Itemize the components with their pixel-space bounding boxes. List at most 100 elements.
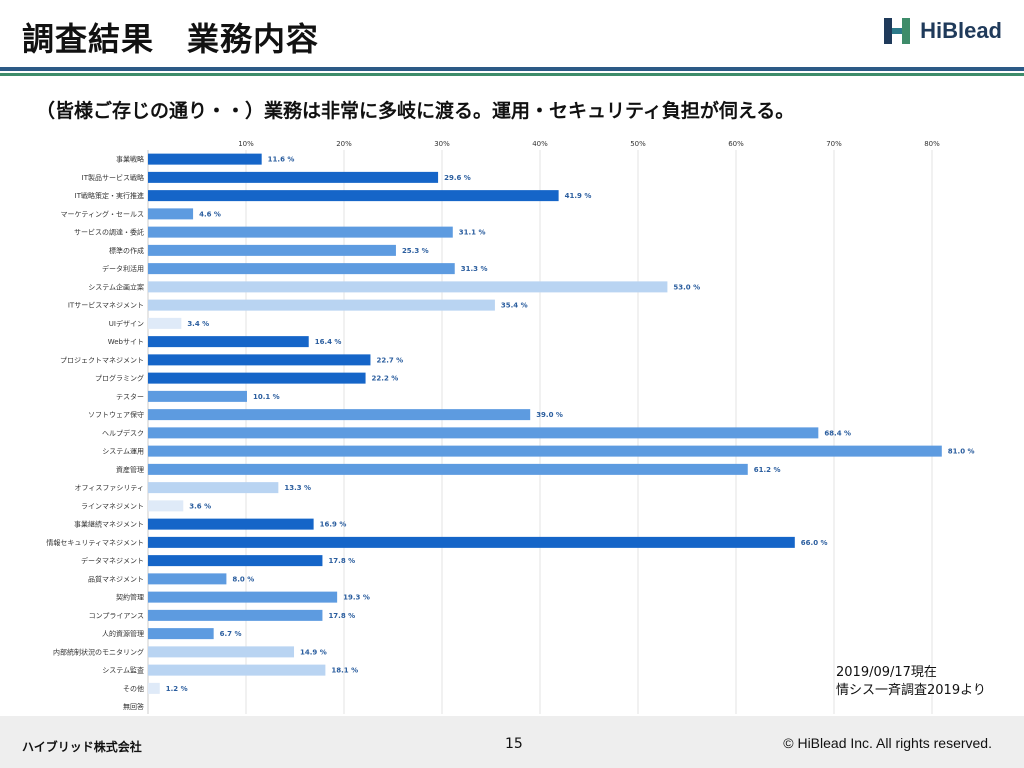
copyright: © HiBlead Inc. All rights reserved.: [783, 735, 992, 751]
chart-bar: [148, 299, 495, 311]
chart-category-label: 事業戦略: [116, 155, 144, 164]
bar-chart: 10% 20% 30% 40% 50% 60% 70% 80% 事業戦略 IT製品サービス戦略 I…: [46, 140, 975, 714]
chart-bar: [148, 317, 182, 329]
chart-value-label: 17.8 %: [328, 612, 355, 620]
chart-category-label: システム運用: [102, 447, 144, 456]
chart-x-tick-label: 40%: [532, 140, 548, 148]
chart-category-label: 事業継続マネジメント: [74, 520, 144, 529]
chart-value-label: 31.1 %: [459, 229, 486, 237]
chart-bar: [148, 463, 748, 475]
logo-text: HiBlead: [920, 18, 1002, 43]
chart-category-label: プログラミング: [95, 374, 144, 383]
chart-bar: [148, 664, 326, 676]
chart-bar: [148, 518, 314, 530]
chart-bar: [148, 409, 531, 421]
page-number: 15: [505, 736, 523, 752]
chart-bar: [148, 244, 396, 256]
chart-category-label: データ利活用: [102, 264, 144, 273]
chart-bar: [148, 427, 819, 439]
chart-value-label: 25.3 %: [402, 247, 429, 255]
chart-x-tick-label: 30%: [434, 140, 450, 148]
chart-bar: [148, 190, 559, 202]
chart-category-label: マーケティング・セールス: [61, 209, 144, 218]
chart-category-label: ラインマネジメント: [81, 502, 144, 510]
chart-value-label: 3.6 %: [189, 502, 211, 510]
chart-category-label: 資産管理: [116, 465, 144, 474]
chart-value-label: 8.0 %: [232, 575, 254, 583]
chart-value-label: 61.2 %: [754, 466, 781, 474]
chart-category-label: ソフトウェア保守: [88, 410, 144, 419]
chart-value-label: 16.4 %: [315, 338, 342, 346]
chart-category-label: 契約管理: [116, 593, 144, 602]
chart-value-label: 13.3 %: [284, 484, 311, 492]
chart-value-label: 81.0 %: [948, 448, 975, 456]
chart-x-tick-label: 80%: [924, 140, 940, 148]
chart-bar: [148, 390, 247, 402]
chart-x-tick-label: 20%: [336, 140, 352, 148]
header-divider-blue: [0, 67, 1024, 71]
chart-x-tick-label: 50%: [630, 140, 646, 148]
chart-category-label: Webサイト: [108, 338, 144, 346]
chart-bar: [148, 336, 309, 348]
chart-bar: [148, 573, 227, 585]
chart-category-label: テスター: [116, 392, 144, 401]
chart-category-label: その他: [123, 684, 144, 693]
chart-value-label: 22.2 %: [372, 375, 399, 383]
chart-category-label: UIデザイン: [109, 319, 144, 328]
chart-value-label: 66.0 %: [801, 539, 828, 547]
chart-bar: [148, 445, 942, 457]
chart-value-label: 14.9 %: [300, 648, 327, 656]
footer-company: ハイブリッド株式会社: [22, 740, 142, 754]
chart-category-label: 標準の作成: [109, 246, 144, 255]
chart-bar: [148, 555, 323, 567]
chart-value-label: 22.7 %: [376, 356, 403, 364]
chart-category-labels: 事業戦略 IT製品サービス戦略 IT戦略策定・実行推進マーケティング・セールスサービ…: [46, 155, 144, 712]
chart-bar: [148, 226, 453, 238]
source-note-date: 2019/09/17現在: [836, 665, 937, 680]
chart-value-labels: 11.6 % 29.6 % 41.9 % 4.6 % 31.1 % 25.3 % 31.3 …: [166, 156, 975, 693]
slide-subtitle: （皆様ご存じの通り・・）業務は非常に多岐に渡る。運用・セキュリティ負担が伺える。: [36, 100, 795, 122]
chart-value-label: 53.0 %: [673, 283, 700, 291]
chart-value-label: 1.2 %: [166, 685, 188, 693]
chart-value-label: 29.6 %: [444, 174, 471, 182]
chart-bar: [148, 609, 323, 621]
source-note-source: 情シス一斉調査2019より: [836, 683, 986, 698]
chart-bar: [148, 536, 795, 548]
chart-x-ticks: 10% 20% 30% 40% 50% 60% 70% 80%: [238, 140, 940, 148]
chart-x-tick-label: 10%: [238, 140, 254, 148]
chart-category-label: サービスの調達・委託: [74, 228, 144, 237]
chart-value-label: 17.8 %: [328, 557, 355, 565]
chart-bar: [148, 208, 194, 220]
chart-bar: [148, 646, 295, 658]
chart-value-label: 10.1 %: [253, 393, 280, 401]
chart-category-label: データマネジメント: [81, 556, 144, 565]
chart-category-label: プロジェクトマネジメント: [60, 356, 144, 364]
footer-bar: [0, 716, 1024, 768]
chart-category-label: システム監査: [102, 666, 144, 675]
chart-category-label: コンプライアンス: [89, 612, 144, 620]
chart-value-label: 11.6 %: [268, 156, 295, 164]
chart-value-label: 68.4 %: [824, 429, 851, 437]
chart-category-label: 無回答: [123, 702, 144, 711]
chart-category-label: 品質マネジメント: [88, 574, 144, 583]
chart-category-label: 人的資源管理: [102, 629, 144, 638]
chart-category-label: ヘルプデスク: [102, 428, 144, 437]
chart-category-label: システム企画立案: [88, 282, 144, 291]
source-note: 2019/09/17現在 情シス一斉調査2019より: [836, 664, 986, 700]
chart-value-label: 19.3 %: [343, 594, 370, 602]
chart-x-tick-label: 60%: [728, 140, 744, 148]
chart-bar: [148, 500, 184, 512]
chart-bar: [148, 682, 160, 694]
chart-category-label: 情報セキュリティマネジメント: [46, 538, 144, 547]
chart-bars: [148, 153, 942, 694]
chart-bar: [148, 171, 439, 183]
chart-value-label: 35.4 %: [501, 302, 528, 310]
page-title: 調査結果 業務内容: [22, 20, 320, 58]
chart-bar: [148, 628, 214, 640]
header-divider-green: [0, 73, 1024, 76]
chart-bar: [148, 372, 366, 384]
chart-value-label: 6.7 %: [220, 630, 242, 638]
chart-category-label: ITサービスマネジメント: [68, 301, 144, 310]
chart-category-label: IT戦略策定・実行推進: [75, 191, 144, 200]
chart-value-label: 41.9 %: [565, 192, 592, 200]
